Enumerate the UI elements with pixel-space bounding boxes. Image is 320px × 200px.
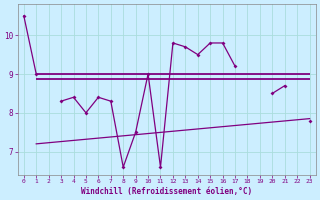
X-axis label: Windchill (Refroidissement éolien,°C): Windchill (Refroidissement éolien,°C) bbox=[81, 187, 252, 196]
